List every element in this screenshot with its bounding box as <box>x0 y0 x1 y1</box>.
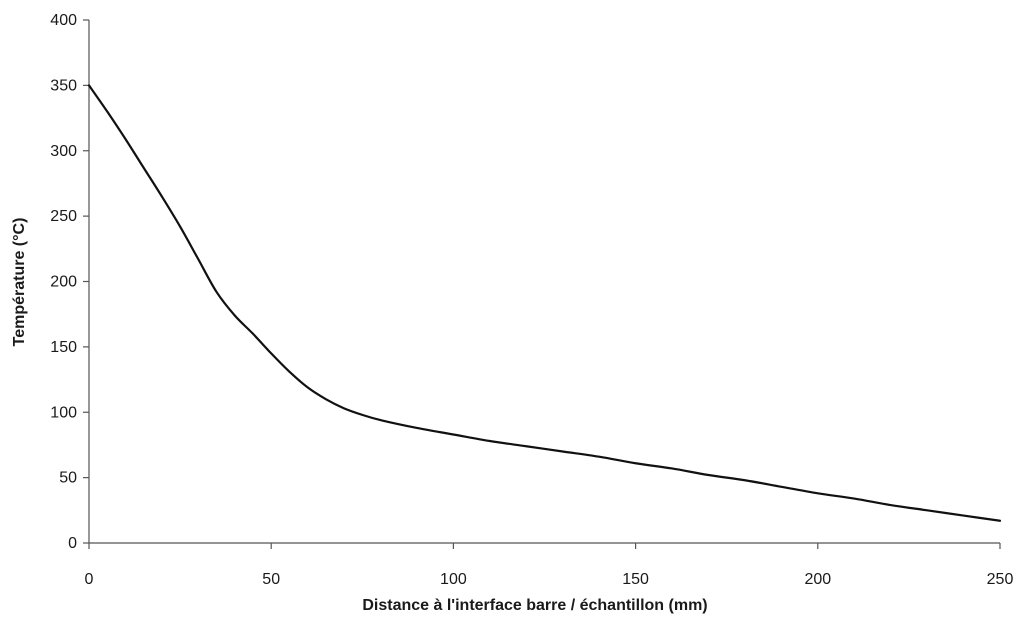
y-tick-label: 100 <box>50 404 77 421</box>
y-tick-label: 150 <box>50 339 77 356</box>
x-tick-label: 100 <box>440 571 467 588</box>
y-axis-title: Température (°C) <box>11 218 28 347</box>
x-axis-title: Distance à l'interface barre / échantill… <box>362 597 707 614</box>
x-tick-label: 200 <box>804 571 831 588</box>
series-layer <box>87 84 1002 522</box>
x-tick-label: 50 <box>262 571 280 588</box>
y-tick-label: 350 <box>50 77 77 94</box>
y-tick-label: 200 <box>50 274 77 291</box>
series-line-temperature <box>87 84 1002 522</box>
y-tick-label: 400 <box>50 12 77 29</box>
x-tick-label: 150 <box>622 571 649 588</box>
y-tick-label: 250 <box>50 208 77 225</box>
x-tick-label: 250 <box>987 571 1014 588</box>
y-tick-label: 50 <box>59 470 77 487</box>
axes <box>83 19 1001 549</box>
x-tick-label: 0 <box>85 571 94 588</box>
tick-labels: 0 50 100 150 200 250 300 350 400 0 50 100 150 200 250 <box>50 12 1013 588</box>
y-tick-label: 300 <box>50 143 77 160</box>
y-tick-label: 0 <box>68 535 77 552</box>
